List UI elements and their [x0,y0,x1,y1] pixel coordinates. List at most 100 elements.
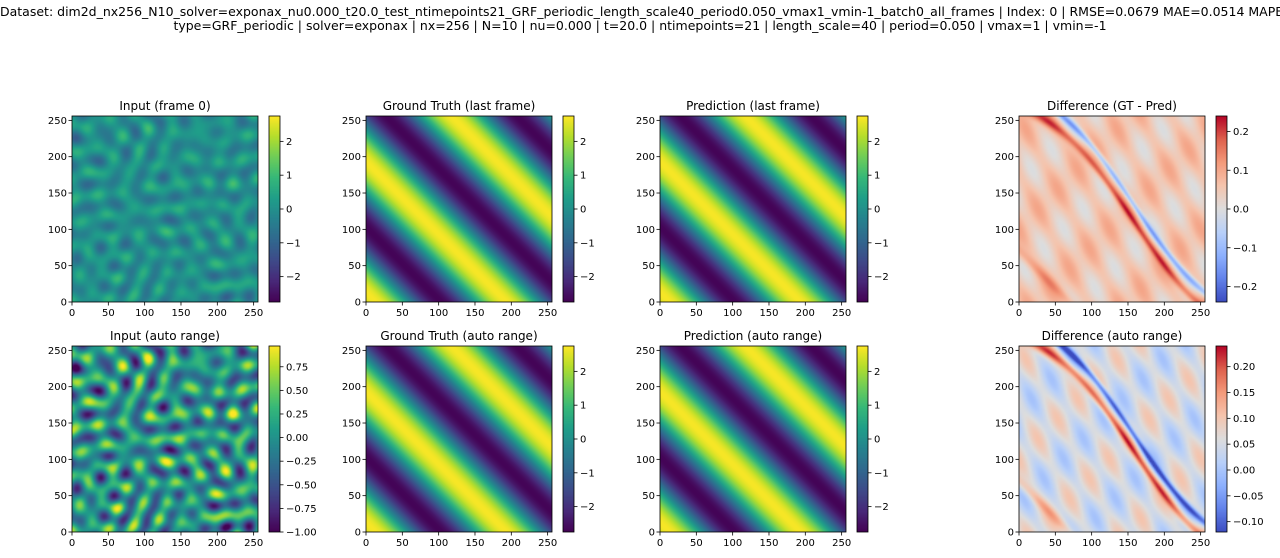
colorbar-tick-label: 0.75 [286,362,308,373]
panel-2: Ground Truth (last frame)0 50 100 150 200 250… [342,99,595,319]
x-tick-label: 0 [657,538,663,549]
x-tick-label: 50 [690,308,703,319]
x-tick-label: 0 [363,308,369,319]
x-tick-label: 100 [1082,538,1101,549]
colorbar-tick-label: 0.25 [286,409,308,420]
y-tick-label: 50 [642,491,655,502]
y-tick-label: 150 [995,189,1014,200]
y-tick-label: 50 [54,491,67,502]
colorbar-tick-label: −1 [580,238,595,249]
x-tick-label: 100 [723,308,742,319]
colorbar-tick-label: −1 [286,238,301,249]
x-tick-label: 200 [796,308,815,319]
x-tick-label: 100 [429,308,448,319]
panel-title: Difference (GT - Pred) [1047,99,1177,113]
heatmap-image [660,346,846,532]
y-tick-label: 100 [342,225,361,236]
colorbar-tick-label: −1 [580,468,595,479]
x-tick-label: 250 [1191,538,1210,549]
x-tick-label: 100 [429,538,448,549]
x-tick-label: 50 [690,538,703,549]
y-tick-label: 50 [348,261,361,272]
colorbar-tick-label: −2 [286,272,301,283]
y-tick-label: 250 [995,346,1014,357]
colorbar-tick-label: 0 [874,205,880,216]
y-tick-label: 250 [48,116,67,127]
colorbar-tick-label: −2 [874,502,889,513]
x-tick-label: 50 [102,538,115,549]
y-tick-label: 50 [348,491,361,502]
colorbar-tick-label: −0.10 [1233,517,1264,528]
x-tick-label: 150 [465,308,484,319]
x-tick-label: 100 [135,538,154,549]
y-tick-label: 150 [48,419,67,430]
y-tick-label: 50 [1001,261,1014,272]
y-tick-label: 100 [636,455,655,466]
colorbar-gradient [857,346,868,532]
panel-6: Ground Truth (auto range)0 50 100 150 200 250… [342,329,595,549]
y-tick-label: 0 [649,528,655,539]
colorbar-tick-label: 0.20 [1233,362,1255,373]
colorbar-tick-label: −0.75 [286,504,317,515]
y-tick-label: 200 [995,152,1014,163]
panel-7: Prediction (auto range) 0 50 100 150 200 250 0 5… [636,329,889,549]
x-tick-label: 200 [502,538,521,549]
colorbar-tick-label: −2 [874,272,889,283]
x-tick-label: 200 [208,308,227,319]
y-tick-label: 0 [355,298,361,309]
x-tick-label: 100 [135,308,154,319]
colorbar-tick-label: 0 [580,205,586,216]
y-tick-label: 50 [54,261,67,272]
y-tick-label: 200 [342,152,361,163]
y-tick-label: 200 [48,382,67,393]
y-tick-label: 0 [355,528,361,539]
colorbar-tick-label: −1 [874,238,889,249]
colorbar-tick-label: 2 [286,137,292,148]
colorbar-frame [1215,345,1228,533]
panel-4: Difference (GT - Pred) 0 50 100 150 200 250 0 50… [995,99,1257,319]
x-tick-label: 200 [796,538,815,549]
axes-frame [659,115,847,303]
colorbar-gradient [269,116,280,302]
colorbar-tick-label: −1 [874,468,889,479]
x-tick-label: 100 [1082,308,1101,319]
colorbar-tick-label: −0.25 [286,457,317,468]
y-tick-label: 250 [636,116,655,127]
colorbar-tick-label: 0.1 [1233,166,1249,177]
axes-frame [365,115,553,303]
colorbar-gradient [1216,346,1227,532]
colorbar-gradient [269,346,280,532]
heatmap-image [72,116,258,302]
y-tick-label: 50 [642,261,655,272]
y-tick-label: 250 [342,346,361,357]
x-tick-label: 0 [363,538,369,549]
x-tick-label: 150 [465,538,484,549]
colorbar-tick-label: 0.00 [1233,466,1255,477]
y-tick-label: 0 [649,298,655,309]
y-tick-label: 50 [1001,491,1014,502]
y-tick-label: 100 [995,455,1014,466]
y-tick-label: 250 [48,346,67,357]
y-tick-label: 200 [995,382,1014,393]
x-tick-label: 50 [102,308,115,319]
y-tick-label: 0 [61,528,67,539]
y-tick-label: 0 [61,298,67,309]
x-tick-label: 150 [171,538,190,549]
x-tick-label: 0 [69,538,75,549]
panel-8: Difference (auto range) 0 50 100 150 200 250 0 5… [995,329,1264,549]
colorbar-tick-label: 1 [286,171,292,182]
panel-5: Input (auto range) 0 50 100 150 200 250 0 50 100 1… [48,329,317,549]
axes-frame [659,345,847,533]
x-tick-label: 250 [832,308,851,319]
axes-frame [1018,115,1206,303]
figure-title-line-2: type=GRF_periodic | solver=exponax | nx=… [173,18,1107,33]
colorbar-tick-label: 0.10 [1233,414,1255,425]
colorbar-frame [268,345,281,533]
x-tick-label: 0 [657,308,663,319]
y-tick-label: 200 [636,152,655,163]
heatmap-image [1019,116,1205,302]
y-tick-label: 200 [48,152,67,163]
colorbar-gradient [857,116,868,302]
panel-3: Prediction (last frame) 0 50 100 150 200 250 0 5… [636,99,889,319]
